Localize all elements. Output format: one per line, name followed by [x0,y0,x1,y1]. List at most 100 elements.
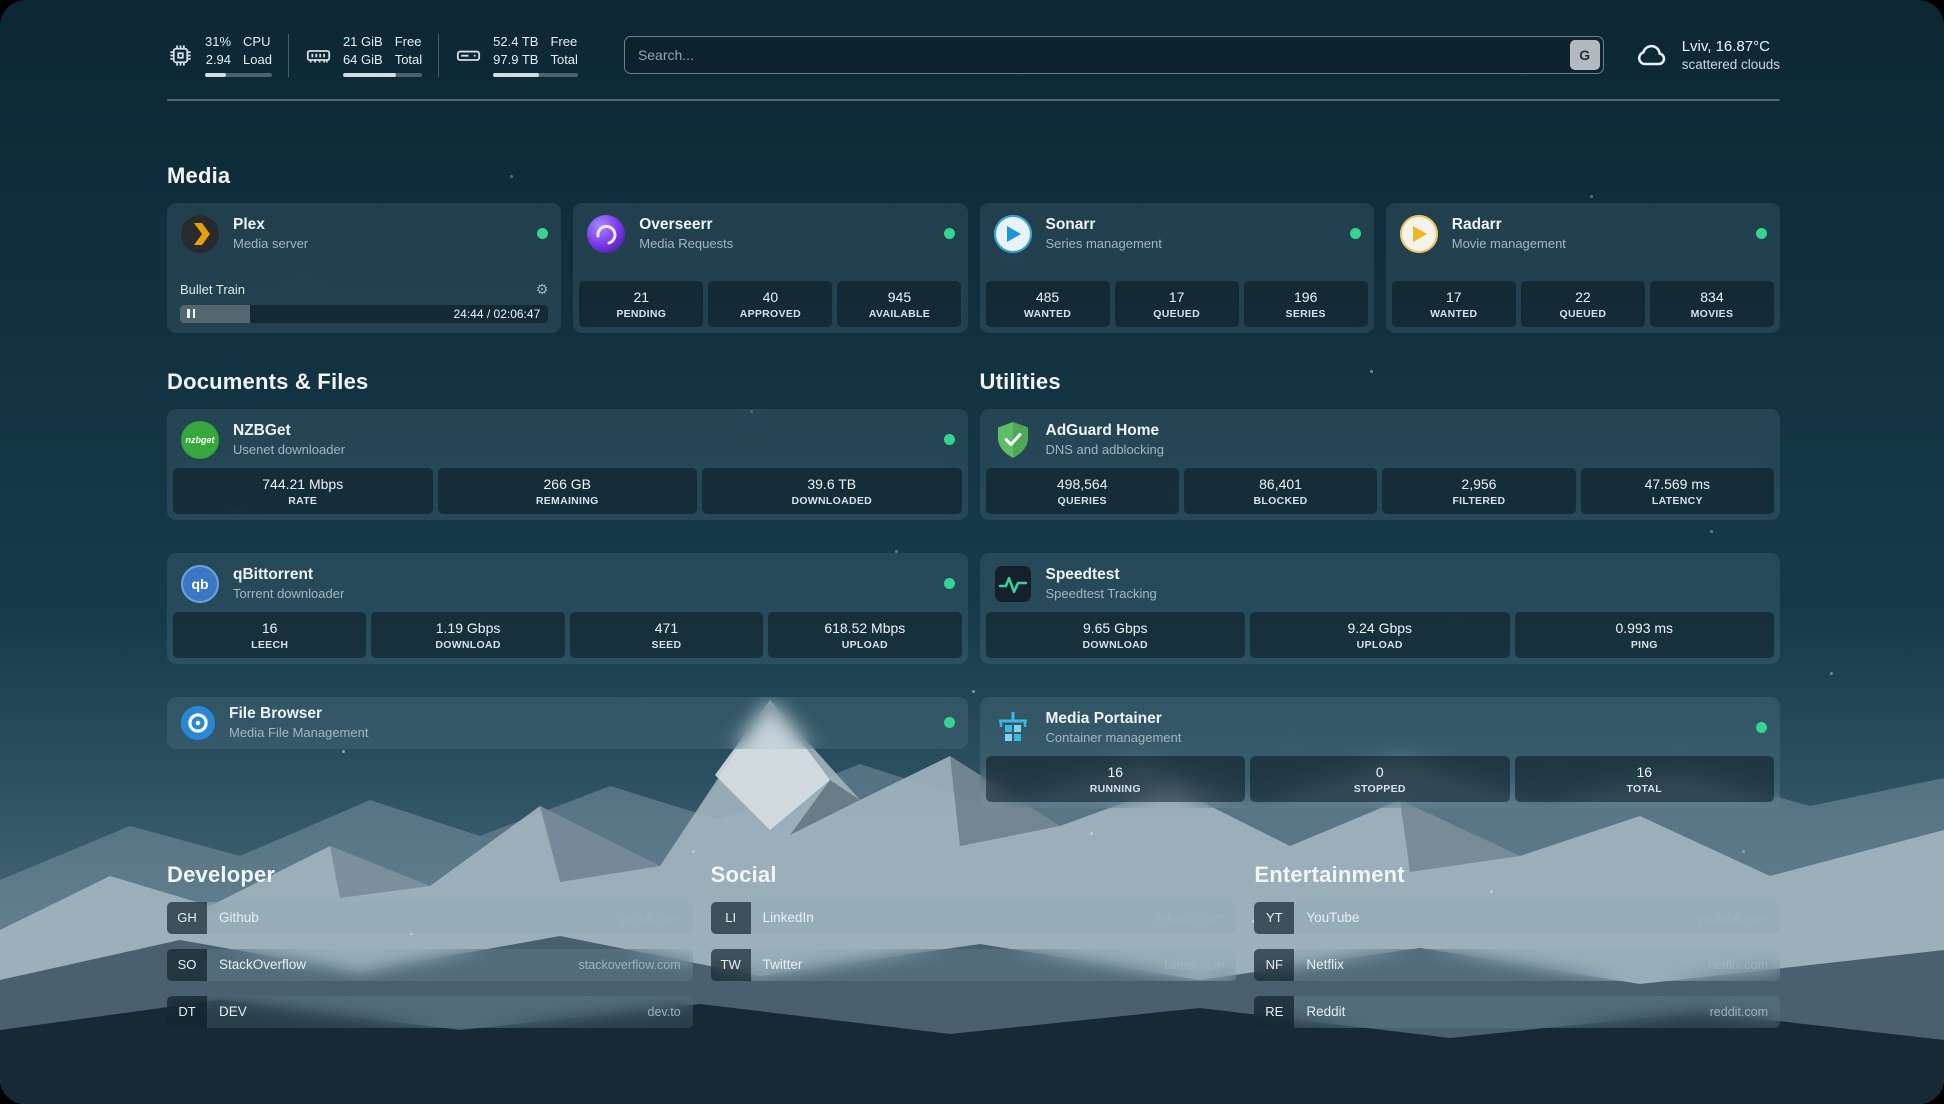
stat-label: DOWNLOADED [791,494,873,507]
stat-label: QUERIES [1057,494,1107,507]
status-dot [537,228,549,240]
portainer-stats: 16 RUNNING 0 STOPPED 16 TOTAL [980,755,1781,808]
stat-value: 17 [1168,288,1185,305]
portainer-text: Media Portainer Container management [1046,710,1182,745]
service-card-qbittorrent[interactable]: qb qBittorrent Torrent downloader 16 LEE… [167,552,968,664]
bookmark-youtube[interactable]: YT YouTube youtube.com [1254,901,1780,934]
bookmark-stackoverflow[interactable]: SO StackOverflow stackoverflow.com [167,948,693,981]
bookmark-url: github.com [619,910,681,925]
stat-value: 16 [1107,763,1124,780]
stat-label: AVAILABLE [868,307,931,320]
service-description: Media server [233,236,309,252]
service-name: Speedtest [1045,566,1120,584]
stat-label: DOWNLOAD [1082,638,1148,651]
disk-total-value: 97.9 TB [493,51,539,67]
service-card-overseerr[interactable]: Overseerr Media Requests 21 PENDING 40 A… [573,202,968,333]
service-card-portainer[interactable]: Media Portainer Container management 16 … [979,696,1781,808]
bookmark-url: dev.to [647,1004,681,1019]
speedtest-icon [994,565,1031,602]
header-divider [167,98,1780,101]
bookmark-url: netflix.com [1708,957,1768,972]
gear-icon[interactable]: ⚙ [535,281,549,298]
stat-value: 9.24 Gbps [1347,619,1413,636]
bookmark-name: Github [219,910,259,926]
stat-label: UPLOAD [1356,638,1403,651]
radarr-text: Radarr Movie management [1452,216,1566,251]
bookmark-name: Twitter [762,957,803,973]
stat-movies: 834 MOVIES [1649,280,1774,327]
playback-progress-fill [180,304,250,323]
service-card-plex[interactable]: Plex Media server Bullet Train ⚙ [167,202,562,333]
qbittorrent-stats: 16 LEECH 1.19 Gbps DOWNLOAD 471 SEED 6 [167,611,968,664]
disk-icon [457,50,481,61]
service-card-sonarr[interactable]: Sonarr Series management 485 WANTED 17 Q… [979,202,1374,333]
bookmark-netflix[interactable]: NF Netflix netflix.com [1254,948,1780,981]
stat-value: 1.19 Gbps [435,619,501,636]
service-description: Speedtest Tracking [1045,586,1157,602]
stat-latency: 47.569 ms LATENCY [1580,467,1774,514]
service-card-filebrowser[interactable]: File Browser Media File Management [167,696,968,749]
bookmark-name: Netflix [1306,957,1344,973]
adguard-stats: 498,564 QUERIES 86,401 BLOCKED 2,956 FIL… [980,467,1781,520]
portainer-icon [998,711,1027,741]
service-card-adguard[interactable]: AdGuard Home DNS and adblocking 498,564 … [979,408,1781,520]
stat-pending: 21 PENDING [579,280,704,327]
stat-label: TOTAL [1626,782,1663,795]
stat-value: 17 [1446,288,1462,305]
service-name: Sonarr [1045,216,1096,234]
stat-label: PING [1630,638,1658,651]
stat-blocked: 86,401 BLOCKED [1183,467,1378,514]
stat-value: 16 [1636,763,1653,780]
search-provider-button[interactable]: G [1569,40,1600,71]
disk-progress-fill [493,72,539,77]
service-name: NZBGet [233,422,291,440]
search-input[interactable] [623,36,1604,75]
bookmark-github[interactable]: GH Github github.com [167,901,693,934]
radarr-stats: 17 WANTED 22 QUEUED 834 MOVIES [1386,280,1780,333]
stat-remaining: 266 GB REMAINING [437,467,697,514]
memory-total-label: Total [394,51,423,67]
stat-label: SERIES [1285,307,1326,320]
playback-progress-bar[interactable]: 24:44 / 02:06:47 [180,304,549,323]
stat-stopped: 0 STOPPED [1250,755,1510,802]
stat-download: 1.19 Gbps DOWNLOAD [371,611,565,658]
stat-label: WANTED [1023,307,1072,320]
sonarr-stats: 485 WANTED 17 QUEUED 196 SERIES [980,280,1374,333]
stat-upload: 9.24 Gbps UPLOAD [1250,611,1510,658]
service-card-nzbget[interactable]: nzbget NZBGet Usenet downloader 744.21 M… [167,408,968,520]
stat-value: 47.569 ms [1644,475,1710,492]
stat-queued: 17 QUEUED [1114,280,1239,327]
stat-value: 945 [887,288,912,305]
disk-total-label: Total [550,51,578,67]
bookmark-name: LinkedIn [762,910,814,926]
stat-value: 498,564 [1056,475,1108,492]
stat-value: 0.993 ms [1615,619,1674,636]
stat-label: RUNNING [1089,782,1141,795]
service-card-speedtest[interactable]: Speedtest Speedtest Tracking 9.65 Gbps D… [979,552,1780,664]
overseerr-text: Overseerr Media Requests [639,216,733,251]
section-media: Media Plex Media server [167,163,1780,333]
stat-leech: 16 LEECH [173,611,367,658]
bookmark-abbr: SO [167,948,207,981]
weather-location: Lviv, 16.87°C [1681,38,1770,56]
top-bar: 31% CPU 2.94 Load [167,34,1780,77]
bookmark-abbr: GH [167,901,207,934]
bookmark-name: StackOverflow [219,957,307,973]
stat-queued: 22 QUEUED [1520,280,1645,327]
cpu-progress-fill [205,72,226,77]
stat-value: 0 [1375,763,1384,780]
stat-value: 39.6 TB [807,475,857,492]
service-card-radarr[interactable]: Radarr Movie management 17 WANTED 22 QUE… [1385,202,1780,333]
now-playing-title: Bullet Train [180,281,246,297]
bookmark-dev[interactable]: DT DEV dev.to [167,995,693,1028]
bookmark-url: youtube.com [1696,910,1768,925]
stat-wanted: 485 WANTED [985,280,1110,327]
bookmark-twitter[interactable]: TW Twitter twitter.com [710,948,1237,981]
bookmark-reddit[interactable]: RE Reddit reddit.com [1254,995,1780,1028]
pause-icon[interactable] [187,309,195,319]
bookmark-linkedin[interactable]: LI LinkedIn linkedin.com [710,901,1237,934]
section-title-utilities: Utilities [979,368,1061,394]
two-column-area: Documents & Files nzbget NZBGet Usenet d… [167,369,1780,808]
service-description: Media File Management [229,725,369,741]
